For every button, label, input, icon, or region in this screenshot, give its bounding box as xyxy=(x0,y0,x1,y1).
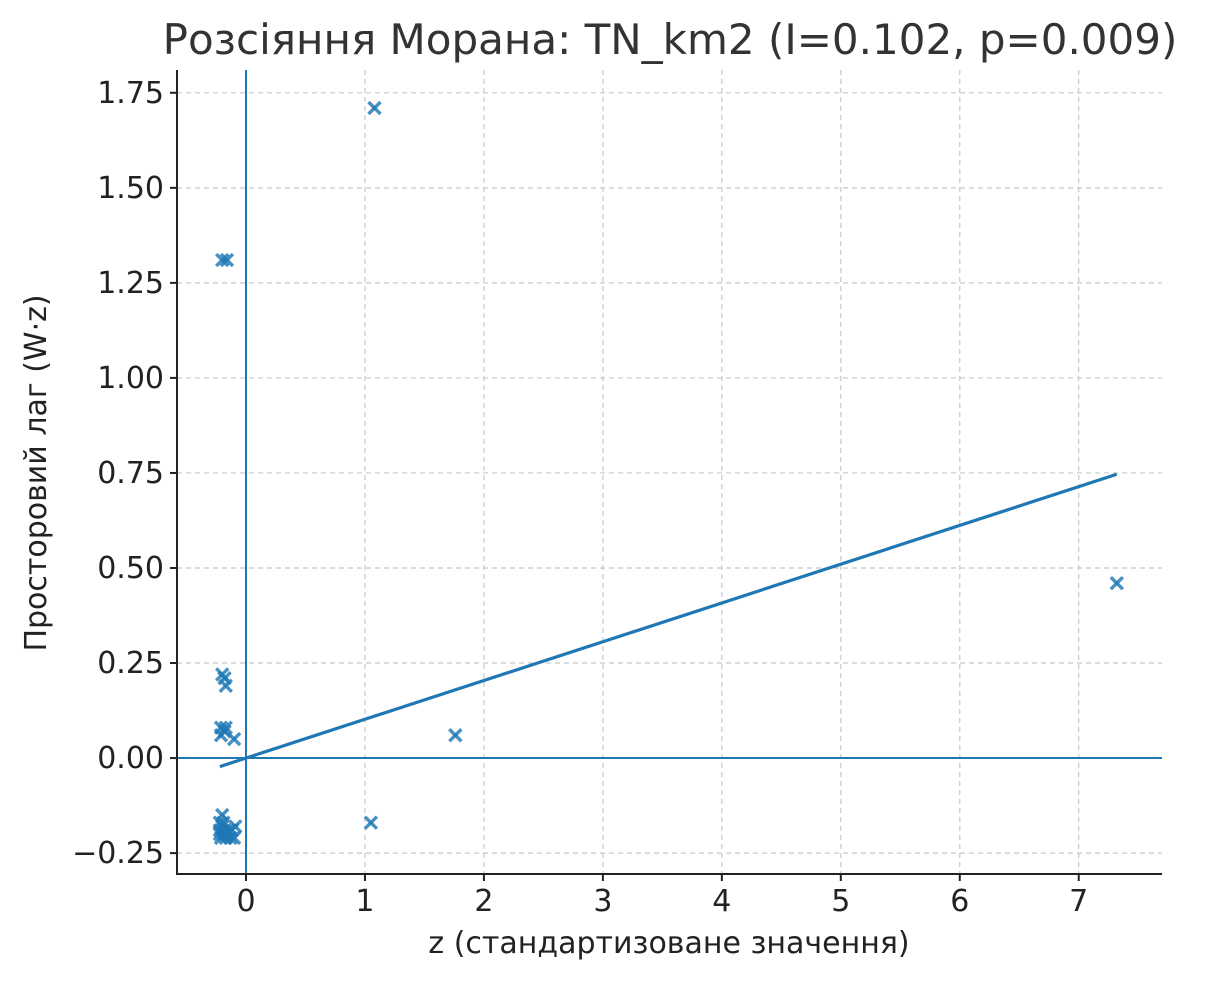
x-tick-label: 3 xyxy=(593,884,612,919)
axes: 0 1 2 3 4 5 6 7 −0.25 0.00 0.25 0.50 0.75 1.00 1.25 1.5… xyxy=(72,70,1162,919)
data-point xyxy=(448,728,463,743)
x-tick-label: 0 xyxy=(236,884,255,919)
y-tick-label: 0.50 xyxy=(97,551,164,586)
y-tick-label: 1.75 xyxy=(97,76,164,111)
data-point xyxy=(218,720,233,735)
x-tick-label: 4 xyxy=(712,884,731,919)
y-tick-label: 1.00 xyxy=(97,361,164,396)
regression-line-group xyxy=(219,472,1118,769)
regression-line xyxy=(219,472,1118,769)
x-tick-label: 6 xyxy=(950,884,969,919)
y-axis-label: Просторовий лаг (W·z) xyxy=(19,294,54,651)
x-tick-label: 7 xyxy=(1069,884,1088,919)
x-tick-label: 5 xyxy=(831,884,850,919)
data-point xyxy=(212,823,228,838)
y-tick-label: 1.50 xyxy=(97,171,164,206)
grid-lines xyxy=(177,70,1162,874)
y-tick-label: −0.25 xyxy=(72,836,164,871)
chart-title: Розсіяння Морана: TN_km2 (I=0.102, p=0.0… xyxy=(163,15,1178,64)
data-point xyxy=(1109,575,1124,591)
x-axis-label: z (стандартизоване значення) xyxy=(428,926,909,961)
data-point xyxy=(226,731,242,747)
data-point xyxy=(218,678,233,694)
x-tick-label: 2 xyxy=(474,884,493,919)
data-point xyxy=(223,830,238,846)
data-point xyxy=(215,252,230,268)
data-point xyxy=(226,830,242,846)
x-tick-label: 1 xyxy=(355,884,374,919)
data-point xyxy=(363,815,379,830)
data-point xyxy=(216,815,231,830)
y-tick-label: 0.00 xyxy=(97,741,164,776)
y-tick-label: 0.25 xyxy=(97,646,164,681)
data-point xyxy=(219,252,235,268)
y-tick-label: 0.75 xyxy=(97,456,164,491)
data-point xyxy=(228,819,243,834)
y-tick-label: 1.25 xyxy=(97,266,164,301)
data-point xyxy=(367,100,382,116)
data-points xyxy=(212,100,1124,846)
reference-lines xyxy=(177,70,1162,874)
